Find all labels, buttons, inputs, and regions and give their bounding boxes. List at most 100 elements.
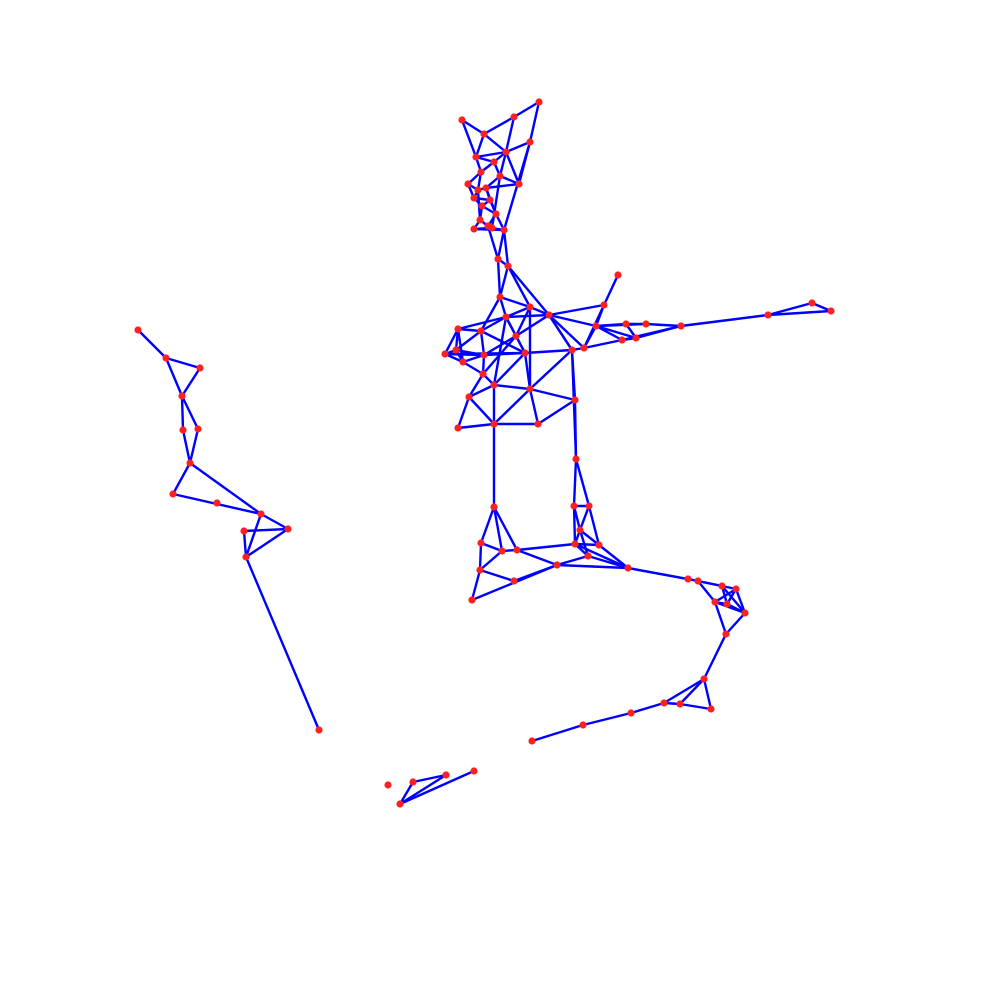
graph-node [496, 172, 504, 180]
graph-edge [474, 150, 508, 159]
graph-edge [479, 541, 504, 553]
graph-edge [456, 327, 465, 364]
graph-edge [164, 356, 202, 370]
graph-edge [136, 328, 168, 360]
graph-edge [164, 356, 184, 398]
graph-node [535, 98, 543, 106]
graph-node [458, 116, 466, 124]
graph-edge [587, 504, 601, 547]
graph-edge [644, 322, 683, 328]
graph-node [169, 490, 177, 498]
graph-node [498, 547, 506, 555]
graph-edge [597, 543, 630, 570]
graph-edge [398, 780, 415, 806]
graph-node [472, 153, 480, 161]
graph-edge [696, 579, 717, 604]
graph-edge [411, 773, 448, 784]
graph-node [162, 354, 170, 362]
graph-node [584, 552, 592, 560]
graph-node [660, 699, 668, 707]
graph-edge [460, 118, 478, 159]
graph-node [488, 224, 496, 232]
graph-node [707, 705, 715, 713]
graph-edge [479, 315, 508, 333]
graph-node [572, 455, 580, 463]
graph-edge [180, 394, 185, 432]
graph-edge [555, 554, 590, 567]
graph-edge [515, 542, 577, 552]
graph-node [676, 700, 684, 708]
graph-node [490, 420, 498, 428]
graph-edge [492, 387, 532, 426]
graph-node [476, 216, 484, 224]
graph-edge [242, 527, 290, 533]
graph-edge [572, 504, 577, 546]
graph-edge [171, 461, 192, 496]
graph-node [595, 541, 603, 549]
graph-node [571, 396, 579, 404]
graph-node [452, 346, 460, 354]
graph-edge [574, 457, 591, 508]
graph-node [500, 226, 508, 234]
graph-node [490, 158, 498, 166]
graph-edge [514, 305, 532, 338]
graph-edge [528, 387, 540, 426]
graph-edge [678, 702, 713, 711]
graph-node [632, 334, 640, 342]
graph-edge [702, 677, 713, 711]
graph-edge [498, 264, 510, 299]
graph-node [490, 381, 498, 389]
graph-node [502, 148, 510, 156]
graph-node [684, 575, 692, 583]
graph-edge [479, 295, 502, 333]
graph-edge [456, 315, 508, 331]
graph-edge [696, 579, 724, 588]
graph-edge [492, 505, 519, 552]
graph-node [510, 113, 518, 121]
graph-edge [724, 611, 747, 636]
graph-node [528, 737, 536, 745]
graph-node [459, 358, 467, 366]
graph-node [614, 271, 622, 279]
graph-edge [498, 150, 508, 178]
graph-node [521, 349, 529, 357]
graph-node [808, 299, 816, 307]
graph-node [464, 180, 472, 188]
graph-edge [536, 398, 577, 426]
graph-edge [188, 427, 200, 465]
graph-node [492, 210, 500, 218]
graph-edge [456, 327, 483, 333]
graph-node [480, 351, 488, 359]
graph-edge [470, 568, 482, 602]
graph-edge [720, 584, 747, 615]
graph-edge [679, 313, 770, 328]
graph-node [512, 332, 520, 340]
graph-node [576, 526, 584, 534]
graph-node [442, 771, 450, 779]
graph-node [477, 539, 485, 547]
graph-edge [586, 554, 630, 570]
graph-edge [498, 295, 532, 309]
graph-edge [467, 383, 496, 399]
graph-edge [492, 383, 532, 391]
graph-node [622, 320, 630, 328]
graph-node [480, 130, 488, 138]
graph-node [732, 585, 740, 593]
graph-node [545, 311, 553, 319]
graph-edge [594, 324, 638, 340]
graph-edge [504, 313, 551, 319]
graph-node [618, 336, 626, 344]
graph-node [315, 726, 323, 734]
graph-edge [467, 372, 485, 399]
graph-node [134, 326, 142, 334]
graph-edge [492, 505, 504, 553]
graph-edge [443, 327, 460, 356]
graph-edge [492, 351, 527, 387]
graph-node [240, 527, 248, 535]
graph-edge [582, 338, 624, 350]
graph-node [454, 325, 462, 333]
graph-edge [188, 461, 263, 516]
graph-edge [528, 100, 541, 144]
graph-node [179, 426, 187, 434]
graph-edge [573, 542, 630, 570]
